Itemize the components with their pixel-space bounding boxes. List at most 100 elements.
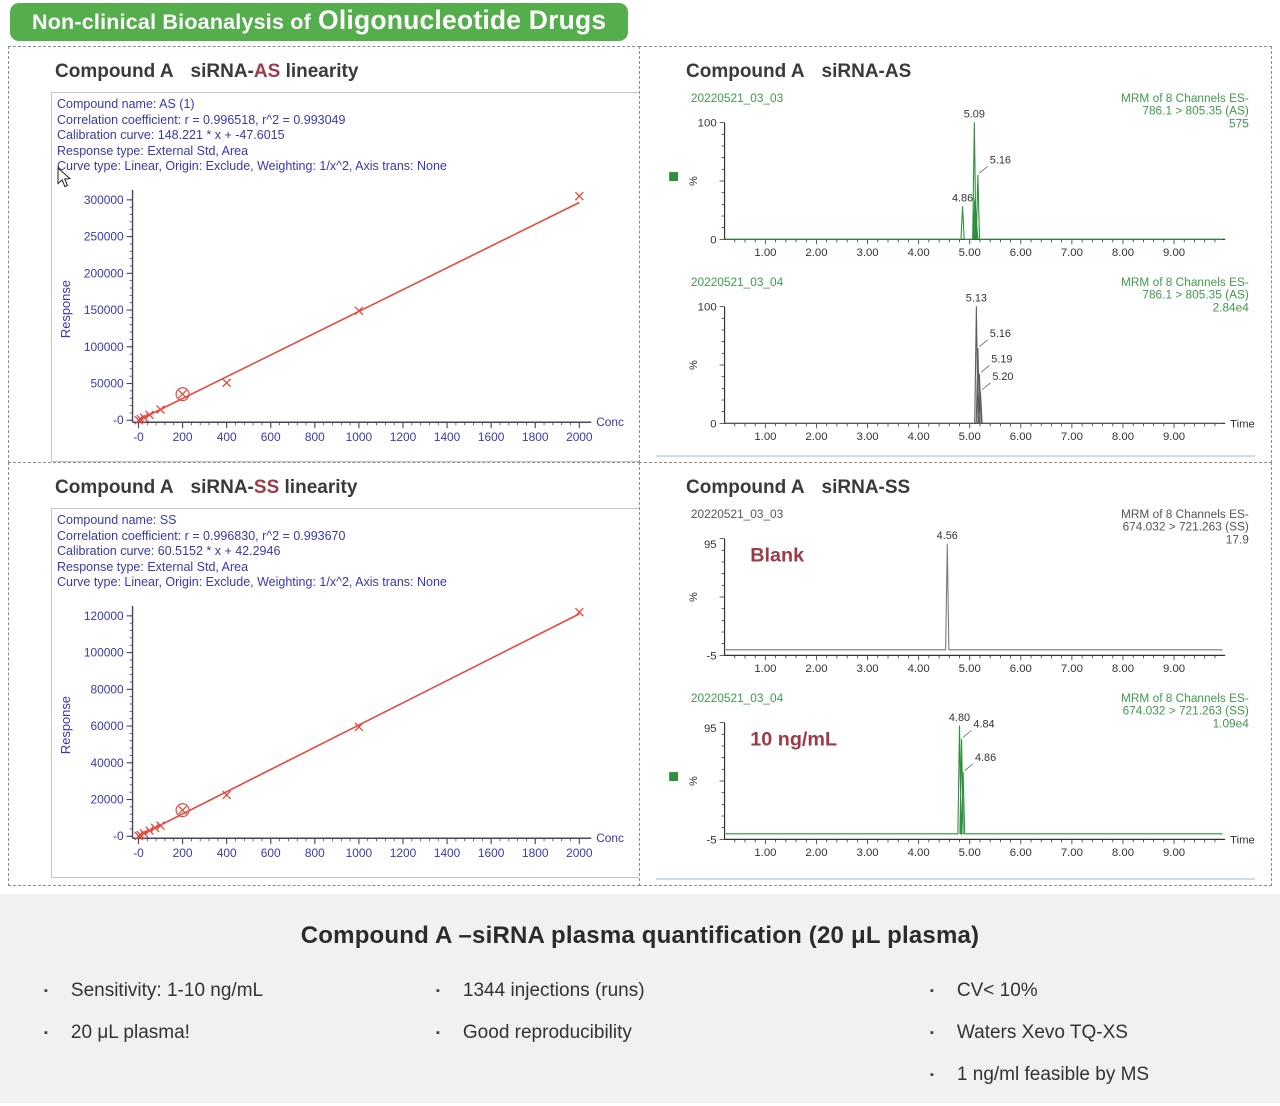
svg-text:7.00: 7.00	[1061, 663, 1083, 675]
svg-text:3.00: 3.00	[857, 663, 879, 675]
svg-text:800: 800	[305, 430, 325, 444]
svg-text:674.032 > 721.263 (SS): 674.032 > 721.263 (SS)	[1123, 520, 1249, 534]
svg-text:60000: 60000	[90, 719, 123, 733]
svg-text:2.84e4: 2.84e4	[1213, 301, 1250, 315]
title-mid: siRNA-AS	[821, 61, 912, 82]
peak-label: 4.80	[949, 712, 970, 724]
stat-line: Curve type: Linear, Origin: Exclude, Wei…	[57, 159, 447, 173]
svg-text:1.09e4: 1.09e4	[1213, 717, 1250, 731]
title-accent: SS	[253, 477, 280, 498]
chromatogram-as-standard: 20220521_03_03 MRM of 8 Channels ES-786.1…	[669, 91, 1249, 259]
peak-label: 4.86	[952, 193, 973, 205]
chromatogram-stack-as: 20220521_03_03 MRM of 8 Channels ES- 786.1…	[660, 89, 1271, 457]
peak-label: 5.19	[991, 353, 1012, 365]
summary-bullet-item: ▪ Good reproducibility	[436, 1022, 930, 1044]
banner-emphasis-text: Oligonucleotide Drugs	[318, 5, 607, 35]
bullet-icon: ▪	[44, 1027, 48, 1039]
bullet-icon: ▪	[436, 1027, 440, 1039]
svg-text:40000: 40000	[90, 755, 123, 769]
peak-label: 5.16	[990, 328, 1011, 340]
summary-column-1: ▪ Sensitivity: 1-10 ng/mL ▪ 20 μL plasma!	[44, 980, 436, 1106]
stat-line: Compound name: AS (1)	[57, 97, 195, 111]
bullet-icon: ▪	[44, 985, 48, 997]
svg-text:800: 800	[305, 846, 325, 860]
panel-ss-linearity: Compound A siRNA-SS linearity Compound na…	[8, 462, 645, 886]
stat-line: Curve type: Linear, Origin: Exclude, Wei…	[57, 575, 447, 589]
masslynx-window-as: Compound name: AS (1) Correlation coeffi…	[51, 92, 645, 462]
svg-text:120000: 120000	[84, 608, 124, 622]
svg-text:Time: Time	[1230, 418, 1255, 430]
summary-item-text: Good reproducibility	[462, 1022, 632, 1043]
svg-text:Time: Time	[1230, 834, 1255, 846]
svg-text:200: 200	[173, 846, 193, 860]
summary-bullet-item: ▪ Sensitivity: 1-10 ng/mL	[44, 980, 436, 1002]
svg-text:7.00: 7.00	[1061, 847, 1083, 859]
svg-text:-0: -0	[133, 430, 144, 444]
svg-text:-5: -5	[707, 834, 717, 846]
summary-section: Compound A –siRNA plasma quantification …	[0, 894, 1280, 1103]
chromatogram-stack-ss: 20220521_03_03 MRM of 8 Channels ES- 674.0…	[660, 505, 1271, 873]
svg-text:1800: 1800	[522, 846, 549, 860]
summary-title: Compound A –siRNA plasma quantification …	[300, 922, 980, 949]
svg-text:20220521_03_03: 20220521_03_03	[691, 91, 784, 105]
peak-label: 4.56	[937, 530, 958, 542]
svg-text:1.00: 1.00	[754, 247, 776, 259]
slide-title-banner: Non-clinical Bioanalysis of Oligonucleoti…	[10, 3, 629, 41]
svg-text:100000: 100000	[84, 339, 124, 353]
svg-text:8.00: 8.00	[1112, 663, 1134, 675]
summary-bullet-item: ▪ Waters Xevo TQ-XS	[930, 1022, 1280, 1044]
svg-text:%: %	[688, 176, 700, 186]
svg-text:9.00: 9.00	[1163, 663, 1185, 675]
svg-text:1600: 1600	[478, 846, 505, 860]
peak-label: 5.20	[992, 371, 1013, 383]
peak-label: 4.86	[975, 752, 996, 764]
calibration-stats-as: Compound name: AS (1) Correlation coeffi…	[52, 93, 644, 178]
svg-text:4.00: 4.00	[908, 663, 930, 675]
title-mid: siRNA-	[190, 477, 254, 498]
svg-text:50000: 50000	[90, 376, 123, 390]
summary-column-2: ▪ 1344 injections (runs) ▪ Good reproducib…	[436, 980, 930, 1106]
svg-text:674.032 > 721.263 (SS): 674.032 > 721.263 (SS)	[1123, 704, 1249, 718]
stat-line: Calibration curve: 148.221 * x + -47.601…	[57, 128, 285, 142]
bullet-icon: ▪	[930, 1027, 934, 1039]
summary-bullet-item: ▪ 20 μL plasma!	[44, 1022, 436, 1044]
panel-as-chromatograms: Compound A siRNA-AS 20220521_03_03 MRM of …	[639, 46, 1272, 463]
svg-text:MRM of 8 Channels ES-: MRM of 8 Channels ES-	[1121, 691, 1249, 705]
svg-text:%: %	[688, 592, 700, 602]
title-compound: Compound A	[686, 477, 805, 498]
stat-line: Compound name: SS	[57, 513, 177, 527]
svg-text:2000: 2000	[566, 846, 593, 860]
svg-text:-0: -0	[113, 413, 124, 427]
svg-text:2000: 2000	[566, 430, 593, 444]
svg-text:-5: -5	[707, 650, 717, 662]
svg-text:80000: 80000	[90, 682, 123, 696]
svg-text:MRM of 8 Channels ES-: MRM of 8 Channels ES-	[1121, 275, 1249, 289]
masslynx-window-ss: Compound name: SS Correlation coefficien…	[51, 508, 645, 878]
svg-text:2.00: 2.00	[805, 847, 827, 859]
svg-text:95: 95	[704, 539, 717, 551]
panel-title-as-linearity: Compound A siRNA-AS linearity	[55, 61, 639, 83]
svg-text:Conc: Conc	[596, 415, 624, 429]
svg-text:250000: 250000	[84, 229, 124, 243]
svg-text:8.00: 8.00	[1112, 847, 1134, 859]
svg-text:20220521_03_04: 20220521_03_04	[691, 275, 784, 289]
chromatogram-ss-blank: 20220521_03_03 MRM of 8 Channels ES-674.0…	[688, 507, 1249, 675]
stat-line: Calibration curve: 60.5152 * x + 42.2946	[57, 544, 281, 558]
svg-text:8.00: 8.00	[1112, 247, 1134, 259]
svg-text:-0: -0	[133, 846, 144, 860]
svg-text:1000: 1000	[346, 846, 373, 860]
svg-text:1800: 1800	[522, 430, 549, 444]
svg-text:20000: 20000	[90, 792, 123, 806]
title-accent: AS	[253, 61, 281, 82]
bullet-icon: ▪	[930, 1069, 934, 1081]
svg-text:5.00: 5.00	[959, 247, 981, 259]
svg-text:Conc: Conc	[596, 831, 624, 845]
svg-text:7.00: 7.00	[1061, 247, 1083, 259]
title-compound: Compound A	[55, 477, 174, 498]
title-suffix: linearity	[280, 61, 359, 82]
svg-text:MRM of 8 Channels ES-: MRM of 8 Channels ES-	[1121, 91, 1249, 105]
summary-columns: ▪ Sensitivity: 1-10 ng/mL ▪ 20 μL plasma! …	[44, 980, 1280, 1106]
svg-text:2.00: 2.00	[805, 431, 827, 443]
svg-text:MRM of 8 Channels ES-: MRM of 8 Channels ES-	[1121, 507, 1249, 521]
